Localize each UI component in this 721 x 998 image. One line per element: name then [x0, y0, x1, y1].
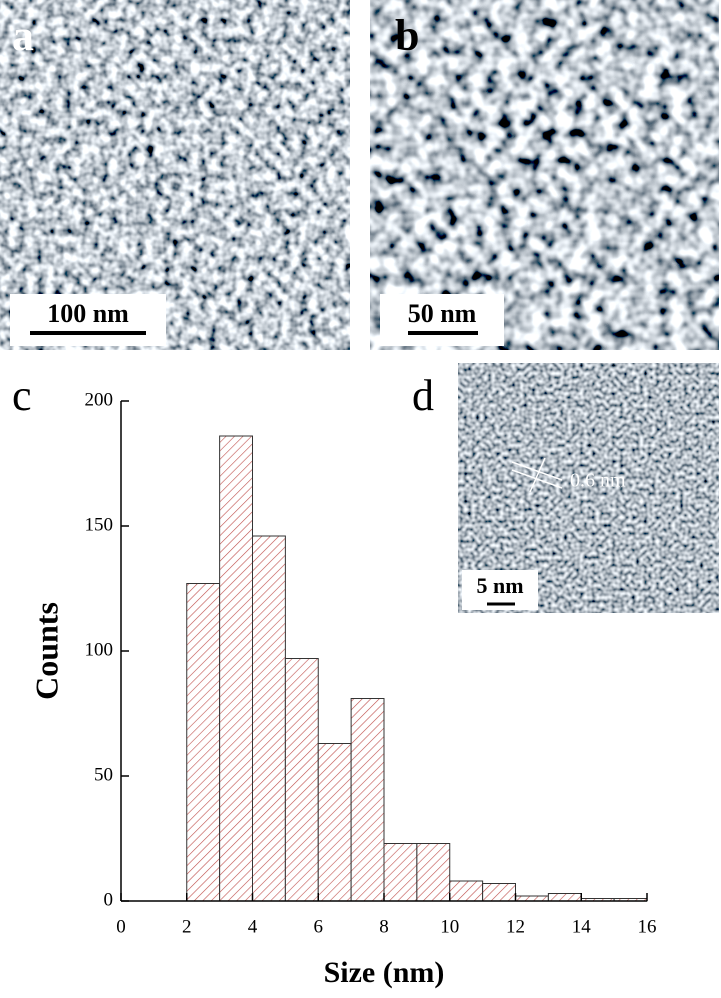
- bar: [219, 435, 253, 902]
- x-tick-label: 6: [314, 916, 324, 937]
- x-tick-label: 2: [182, 916, 192, 937]
- panel-label: d: [412, 371, 434, 420]
- bar: [547, 893, 582, 902]
- bar: [350, 698, 385, 902]
- scale-bar-label: 5 nm: [476, 573, 523, 598]
- y-tick-label: 50: [94, 764, 113, 785]
- x-tick-label: 12: [506, 916, 525, 937]
- x-tick-label: 4: [248, 916, 258, 937]
- bar: [383, 843, 418, 902]
- scale-bar-box: [10, 294, 166, 346]
- y-tick-label: 200: [85, 389, 114, 410]
- scale-bar-box: [380, 294, 504, 346]
- x-axis-label: Size (nm): [324, 956, 445, 989]
- panel-label: a: [12, 11, 34, 60]
- bar: [284, 658, 319, 902]
- x-tick-label: 10: [440, 916, 459, 937]
- x-tick-label: 0: [116, 916, 126, 937]
- y-tick-label: 150: [85, 514, 114, 535]
- x-tick-label: 14: [572, 916, 592, 937]
- bar: [482, 883, 516, 902]
- y-tick-label: 0: [104, 889, 114, 910]
- lattice-annotation: 0.6 nm: [570, 470, 626, 492]
- tem-image: [370, 0, 719, 350]
- panel-label: b: [395, 11, 419, 60]
- bar: [317, 743, 352, 902]
- scale-bar-label: 100 nm: [47, 299, 129, 328]
- bar: [252, 535, 286, 902]
- x-tick-label: 8: [379, 916, 389, 937]
- tem-image: [0, 0, 350, 350]
- y-tick-label: 100: [85, 639, 114, 660]
- bar: [449, 880, 484, 902]
- lattice-marker: [511, 457, 563, 493]
- panel-label: c: [12, 371, 32, 420]
- bar: [416, 843, 451, 902]
- scale-bar-label: 50 nm: [408, 299, 477, 328]
- bar: [186, 583, 221, 902]
- y-axis-label: Counts: [28, 602, 64, 700]
- x-tick-label: 16: [638, 916, 657, 937]
